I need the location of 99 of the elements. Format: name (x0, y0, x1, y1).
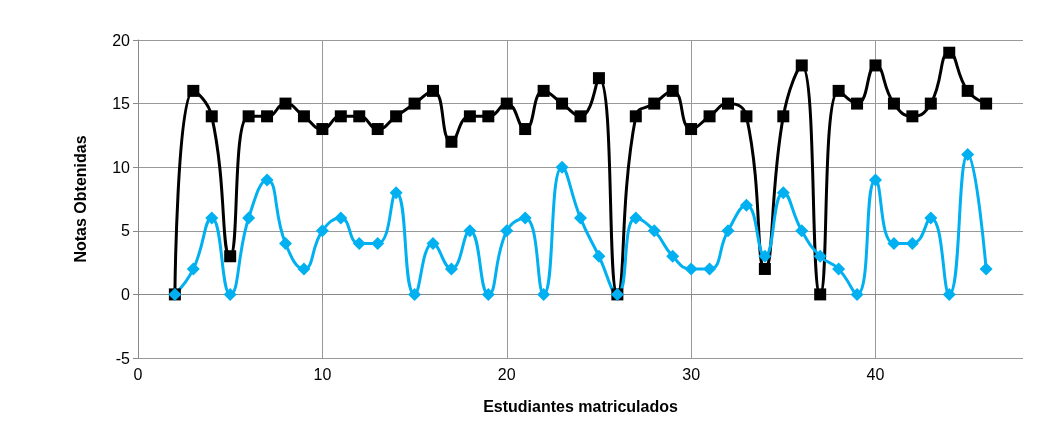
point (261, 110, 274, 123)
point (334, 110, 347, 123)
point (832, 262, 846, 276)
x-tick-label: 30 (682, 365, 701, 383)
point (850, 287, 864, 301)
point (500, 224, 514, 238)
point (352, 237, 366, 251)
point (482, 110, 495, 123)
point (463, 110, 476, 123)
point (924, 211, 938, 225)
point (390, 110, 403, 123)
point (684, 262, 698, 276)
point (887, 237, 901, 251)
point (537, 84, 550, 97)
point (961, 84, 974, 97)
point (187, 84, 200, 97)
point (740, 110, 753, 123)
point (519, 123, 532, 136)
point (943, 46, 956, 59)
point (242, 110, 255, 123)
point (814, 288, 827, 301)
point (224, 250, 237, 263)
point (279, 97, 292, 110)
point (481, 287, 495, 301)
point (942, 287, 956, 301)
point (648, 97, 661, 110)
point (463, 224, 477, 238)
x-axis-title: Estudiantes matriculados (483, 397, 678, 415)
point (979, 262, 993, 276)
point (205, 110, 218, 123)
y-tick-label: 10 (112, 158, 131, 176)
point (666, 84, 679, 97)
point (555, 160, 569, 174)
point (426, 237, 440, 251)
point (371, 237, 385, 251)
x-tick-label: 40 (866, 365, 885, 383)
point (556, 97, 569, 110)
y-tick-label: 15 (112, 95, 131, 113)
point (315, 224, 329, 238)
point (537, 287, 551, 301)
point (905, 237, 919, 251)
point (205, 211, 219, 225)
point (408, 287, 422, 301)
point (887, 97, 900, 110)
y-tick-label: 0 (121, 285, 131, 303)
point (961, 147, 975, 161)
y-axis-title: Notas Obtenidas (71, 135, 89, 263)
point (869, 59, 882, 72)
point (758, 262, 771, 275)
point (739, 198, 753, 212)
point (427, 84, 439, 97)
x-tick-label: 20 (497, 365, 516, 383)
point (574, 110, 587, 123)
point (574, 211, 587, 225)
point (851, 97, 864, 110)
point (980, 97, 993, 110)
point (685, 123, 698, 136)
point (297, 262, 311, 276)
point (297, 110, 310, 123)
x-tick-label: 0 (133, 365, 143, 383)
point (371, 123, 384, 136)
point (795, 59, 808, 72)
point (666, 249, 680, 263)
point (776, 186, 790, 200)
point (389, 186, 403, 200)
point (647, 224, 661, 238)
point (334, 211, 348, 225)
point (444, 262, 458, 276)
point (703, 110, 716, 123)
point (906, 110, 919, 123)
point (777, 110, 790, 123)
point (869, 173, 882, 187)
point (316, 123, 329, 136)
y-tick-label: -5 (115, 349, 131, 367)
point (518, 211, 532, 225)
point (832, 84, 845, 97)
point (795, 224, 809, 238)
point (629, 110, 642, 123)
point (722, 97, 734, 110)
point (592, 72, 605, 85)
point (186, 262, 200, 276)
y-tick-label: 20 (112, 31, 131, 49)
point (703, 262, 717, 276)
point (500, 97, 513, 110)
point (408, 97, 421, 110)
point (924, 97, 937, 110)
point (629, 211, 643, 225)
x-tick-label: 10 (313, 365, 332, 383)
y-tick-label: 5 (121, 222, 131, 240)
point (721, 224, 735, 238)
point (242, 211, 256, 225)
point (260, 173, 274, 187)
point (592, 249, 606, 263)
point (445, 135, 458, 148)
point (813, 249, 827, 263)
point (353, 110, 366, 123)
point (279, 237, 292, 251)
point (758, 249, 772, 263)
point (223, 287, 237, 301)
